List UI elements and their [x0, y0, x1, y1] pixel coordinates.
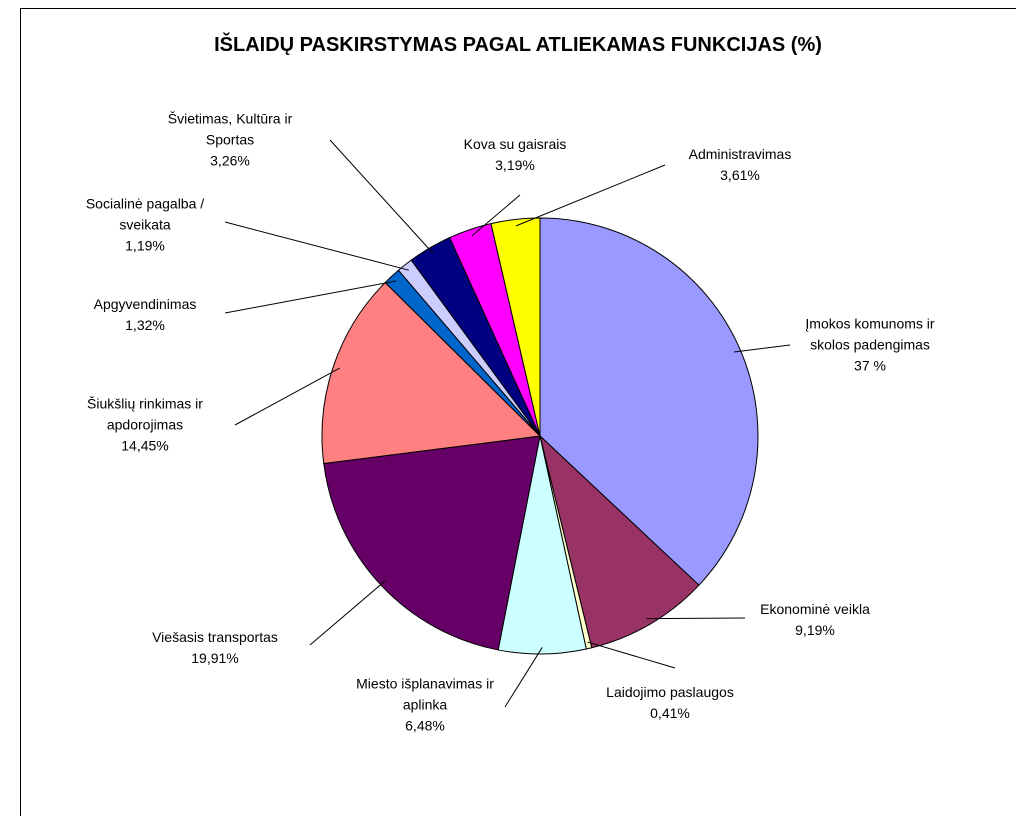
slice-label: Kova su gaisrais 3,19%: [430, 134, 600, 176]
slice-value: 6,48%: [405, 717, 445, 734]
slice-value: 3,26%: [210, 152, 250, 169]
leader-line: [309, 580, 386, 646]
slice-name: Švietimas, Kultūra ir Sportas: [167, 110, 293, 148]
leader-line: [234, 367, 340, 426]
slice-name: Įmokos komunoms ir skolos padengimas: [805, 315, 935, 353]
slice-value: 9,19%: [795, 622, 835, 638]
leader-line: [471, 194, 521, 237]
leader-line: [224, 280, 397, 314]
slice-value: 3,61%: [720, 167, 760, 183]
leader-line: [515, 164, 666, 227]
slice-label: Viešasis transportas 19,91%: [130, 627, 300, 669]
leader-line: [224, 221, 409, 271]
slice-name: Ekonominė veikla: [760, 601, 870, 617]
slice-name: Kova su gaisrais: [463, 136, 567, 152]
pie-slice: [490, 217, 541, 437]
leader-line: [587, 641, 676, 669]
slice-name: Socialinė pagalba / sveikata: [85, 195, 205, 233]
slice-label: Ekonominė veikla 9,19%: [730, 599, 900, 641]
slice-name: Viešasis transportas: [152, 629, 278, 645]
slice-label: Socialinė pagalba / sveikata 1,19%: [60, 194, 230, 257]
slice-label: Miesto išplanavimas ir aplinka 6,48%: [340, 674, 510, 737]
slice-value: 1,19%: [125, 237, 165, 254]
slice-value: 37 %: [854, 357, 886, 374]
slice-label: Administravimas 3,61%: [655, 144, 825, 186]
pie-slice: [539, 217, 759, 586]
leader-line: [733, 344, 791, 353]
slice-label: Švietimas, Kultūra ir Sportas 3,26%: [145, 109, 315, 172]
slice-value: 0,41%: [650, 705, 690, 721]
slice-name: Laidojimo paslaugos: [606, 684, 734, 700]
pie-slice: [539, 434, 700, 649]
slice-value: 1,32%: [125, 317, 165, 333]
leader-line: [646, 617, 746, 620]
slice-value: 19,91%: [191, 650, 239, 666]
pie-slice: [321, 281, 542, 465]
slice-label: Šiukšlių rinkimas ir apdorojimas 14,45%: [60, 394, 230, 457]
slice-name: Miesto išplanavimas ir aplinka: [356, 675, 494, 713]
slice-label: Apgyvendinimas 1,32%: [60, 294, 230, 336]
slice-name: Administravimas: [688, 146, 792, 162]
leader-line: [504, 647, 543, 708]
slice-label: Įmokos komunoms ir skolos padengimas 37 %: [785, 314, 955, 377]
slice-name: Šiukšlių rinkimas ir apdorojimas: [87, 395, 203, 433]
slice-value: 14,45%: [121, 437, 169, 454]
chart-title: IŠLAIDŲ PASKIRSTYMAS PAGAL ATLIEKAMAS FU…: [214, 34, 822, 56]
slice-label: Laidojimo paslaugos 0,41%: [585, 682, 755, 724]
leader-line: [329, 139, 434, 254]
slice-value: 3,19%: [495, 157, 535, 173]
slice-name: Apgyvendinimas: [93, 296, 197, 312]
